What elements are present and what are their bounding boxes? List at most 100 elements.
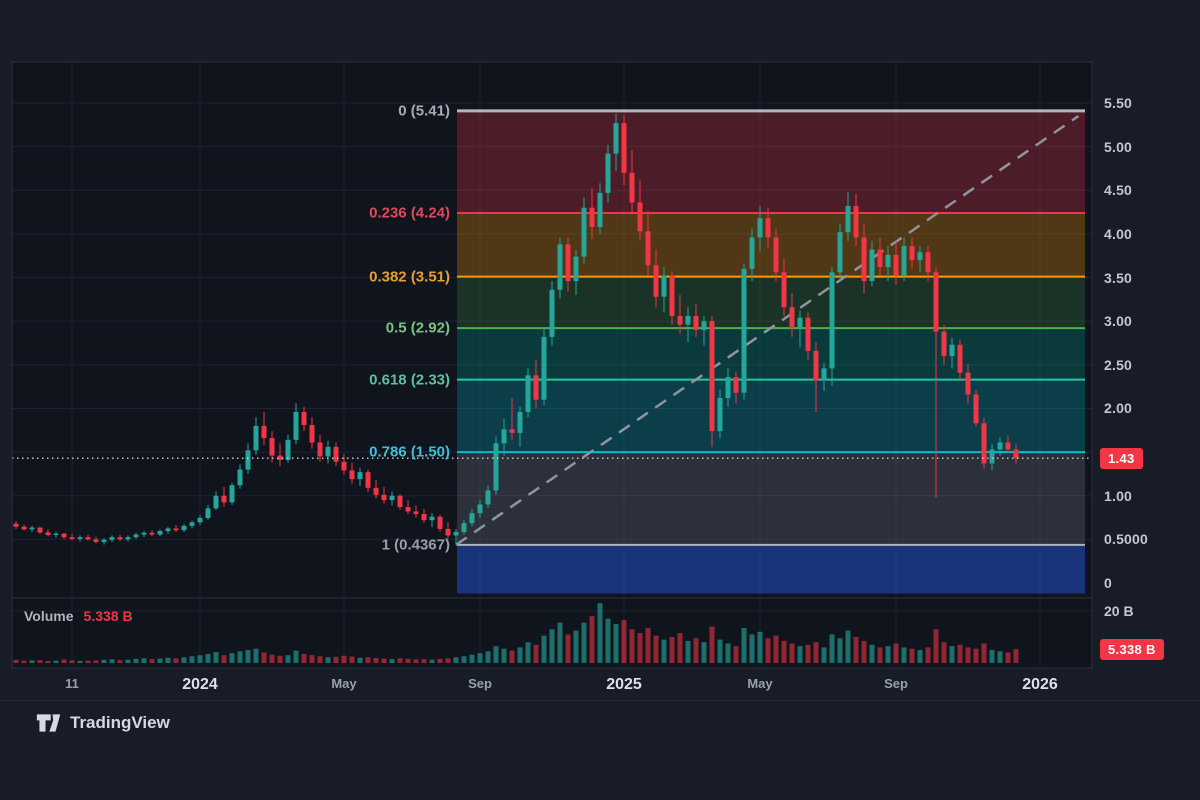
volume-bar — [965, 647, 971, 663]
price-tick-label: 3.50 — [1104, 269, 1133, 286]
candle-body — [373, 487, 379, 495]
volume-bar — [125, 659, 131, 663]
volume-bar — [701, 642, 707, 663]
price-tick-label: 2.00 — [1104, 400, 1133, 417]
candle-body — [709, 321, 715, 432]
volume-bar — [949, 646, 955, 663]
volume-bar — [109, 659, 115, 663]
candle-body — [813, 350, 819, 381]
candle-body — [509, 429, 515, 433]
volume-bar — [661, 639, 667, 663]
volume-bar — [933, 629, 939, 663]
volume-bar — [717, 639, 723, 663]
candle-body — [237, 469, 243, 486]
volume-bar — [181, 657, 187, 663]
candle-body — [941, 331, 947, 357]
candle-body — [277, 455, 283, 460]
volume-bar — [301, 653, 307, 663]
volume-bar — [277, 655, 283, 663]
volume-bar — [525, 642, 531, 663]
volume-bar — [493, 646, 499, 663]
candle-body — [125, 537, 131, 540]
volume-bar — [29, 660, 35, 663]
volume-bar — [877, 647, 883, 663]
volume-bar — [397, 658, 403, 663]
price-tick-label: 5.00 — [1104, 138, 1133, 155]
volume-bar — [389, 659, 395, 663]
candle-body — [269, 438, 275, 456]
volume-bar — [413, 659, 419, 663]
candle-body — [637, 202, 643, 232]
candle-body — [765, 218, 771, 238]
candle-body — [45, 532, 51, 535]
volume-bar — [829, 634, 835, 663]
candle-body — [989, 449, 995, 464]
candle-body — [909, 246, 915, 261]
candle-body — [493, 443, 499, 491]
candle-body — [341, 461, 347, 471]
candle-body — [317, 442, 323, 457]
volume-legend[interactable]: Volume 5.338 B — [24, 608, 133, 624]
volume-bar — [261, 652, 267, 663]
volume-bar — [637, 633, 643, 663]
candle-body — [293, 411, 299, 440]
volume-bar — [13, 659, 19, 663]
volume-bar — [333, 656, 339, 663]
tradingview-logo[interactable]: TradingView — [36, 712, 170, 734]
volume-bar — [853, 637, 859, 663]
volume-bar — [101, 659, 107, 663]
trend-line[interactable] — [455, 115, 1080, 546]
candle-body — [653, 265, 659, 297]
candle-body — [669, 275, 675, 316]
candle-body — [629, 172, 635, 203]
time-tick-label: May — [331, 676, 357, 691]
candlestick-series — [13, 113, 1019, 545]
volume-bar — [973, 648, 979, 663]
candle-body — [37, 527, 43, 533]
time-tick-label: 2026 — [1022, 676, 1058, 693]
volume-bar — [229, 653, 235, 663]
volume-bar — [597, 603, 603, 663]
volume-series — [13, 603, 1019, 663]
fib-band — [457, 544, 1085, 594]
candle-body — [117, 537, 123, 540]
volume-bar — [725, 643, 731, 663]
candle-body — [613, 123, 619, 154]
volume-bar — [205, 653, 211, 663]
candle-body — [253, 425, 259, 451]
fib-level-label: 1 (0.4367) — [381, 536, 450, 554]
price-tick-label: 2.50 — [1104, 356, 1133, 373]
volume-bar — [653, 635, 659, 663]
candle-body — [205, 508, 211, 518]
volume-bar — [317, 656, 323, 663]
volume-bar — [533, 644, 539, 663]
time-tick-label: 2025 — [606, 676, 642, 693]
volume-bar — [997, 651, 1003, 663]
volume-bar — [85, 660, 91, 663]
candle-body — [573, 256, 579, 282]
time-tick-label: Sep — [884, 676, 908, 691]
volume-bar — [757, 631, 763, 663]
fib-level-label: 0 (5.41) — [398, 102, 450, 120]
candle-body — [365, 472, 371, 488]
price-tick-label: 0 — [1104, 575, 1112, 591]
candle-body — [965, 372, 971, 395]
volume-bar — [669, 637, 675, 663]
volume-bar — [813, 642, 819, 663]
volume-bar — [565, 634, 571, 663]
volume-bar — [325, 657, 331, 663]
candle-body — [413, 511, 419, 515]
volume-bar — [645, 627, 651, 663]
candle-body — [445, 528, 451, 536]
candle-body — [221, 495, 227, 503]
candle-body — [141, 532, 147, 535]
candle-body — [517, 411, 523, 433]
candle-body — [85, 537, 91, 540]
candle-body — [893, 254, 899, 276]
fib-band — [457, 452, 1085, 545]
time-tick-label: May — [747, 676, 773, 691]
candle-body — [925, 252, 931, 273]
volume-bar — [837, 638, 843, 663]
candle-body — [773, 237, 779, 273]
